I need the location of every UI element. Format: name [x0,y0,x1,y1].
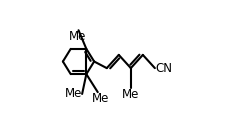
Text: Me: Me [91,92,109,105]
Text: Me: Me [65,87,82,100]
Text: Me: Me [69,30,86,43]
Text: Me: Me [122,88,139,101]
Text: CN: CN [156,62,173,75]
